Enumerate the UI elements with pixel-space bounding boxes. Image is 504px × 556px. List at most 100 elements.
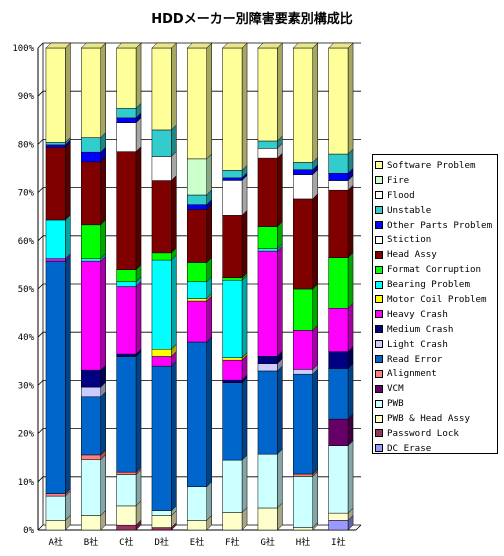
legend-item: Heavy Crash <box>375 307 495 322</box>
bar-segment <box>328 351 349 369</box>
bar-segment <box>116 505 137 526</box>
bar-segment <box>293 47 313 163</box>
bar-segment-side <box>277 448 283 509</box>
bar-top <box>222 42 248 49</box>
bar-segment-side <box>171 254 177 350</box>
bar-segment-side <box>312 368 318 475</box>
legend-swatch <box>375 235 383 244</box>
legend-item: Bearing Problem <box>375 277 495 292</box>
bar-segment <box>257 453 278 509</box>
bar-segment <box>81 459 101 516</box>
bar-segment <box>293 198 313 290</box>
bar-segment-side <box>100 255 106 371</box>
bar-segment <box>257 250 278 357</box>
bar-segment-side <box>241 454 248 514</box>
bar-segment <box>257 370 278 455</box>
legend-item: VCM <box>375 381 495 396</box>
bar-segment-side <box>312 283 318 331</box>
bar-top <box>186 42 213 49</box>
legend-item: Stiction <box>375 232 495 247</box>
bar-segment <box>45 258 66 262</box>
bar-segment <box>187 300 207 343</box>
bar-segment-side <box>347 42 354 155</box>
bar-segment-side <box>135 350 142 473</box>
x-tick-label: A社 <box>48 536 62 548</box>
bar-segment <box>293 288 313 331</box>
bar-segment <box>116 474 137 507</box>
bar-segment-side <box>277 42 283 142</box>
y-tick-label: 80% <box>18 140 35 150</box>
gridline-diag <box>37 187 44 193</box>
y-tick-label: 50% <box>18 285 35 295</box>
legend-label: Flood <box>387 189 415 201</box>
legend-swatch <box>375 250 383 259</box>
bar-segment <box>116 356 137 473</box>
bar-segment <box>116 269 137 283</box>
legend-label: PWB <box>387 398 404 410</box>
bar-segment <box>328 445 349 514</box>
bar-segment <box>257 248 278 252</box>
bar-segment <box>81 224 101 259</box>
bar-segment <box>187 209 207 263</box>
bar-segment <box>151 365 172 511</box>
bar-segment <box>222 180 243 216</box>
bar-segment <box>328 257 349 309</box>
legend-swatch <box>375 414 383 423</box>
legend-label: Heavy Crash <box>387 308 448 320</box>
y-tick-label: 90% <box>18 92 35 102</box>
bar-segment <box>222 459 243 513</box>
bar-segment-side <box>65 141 71 221</box>
legend-swatch <box>375 325 383 334</box>
bar-segment <box>116 471 137 475</box>
legend-swatch <box>375 399 383 408</box>
bar-segment <box>257 140 278 149</box>
bar-top <box>80 42 107 49</box>
x-tick-label: I社 <box>331 536 345 548</box>
chart-title: HDDメーカー別障害要素別構成比 <box>151 12 353 27</box>
legend-item: Software Problem <box>375 158 495 173</box>
legend-label: Bearing Problem <box>387 279 470 291</box>
bar-segment-side <box>206 42 212 160</box>
gridline-diag <box>37 331 44 338</box>
bar-segment <box>45 520 66 531</box>
bar-segment <box>293 473 313 477</box>
bar-segment <box>151 259 172 350</box>
bar-segment <box>328 368 349 420</box>
bar-segment <box>81 151 101 163</box>
legend-label: Head Assy <box>387 249 437 261</box>
x-tick-label: B社 <box>84 536 98 548</box>
bar-segment-side <box>65 42 71 144</box>
legend-label: Other Parts Problem <box>387 219 493 231</box>
bar-segment <box>222 382 243 461</box>
legend-label: Stiction <box>387 234 432 246</box>
bar-segment <box>81 161 101 226</box>
legend-item: Other Parts Problem <box>375 218 495 233</box>
legend-swatch <box>375 384 383 393</box>
bar-segment-side <box>277 152 283 228</box>
y-tick-label: 100% <box>12 44 34 54</box>
legend-item: Motor Coil Problem <box>375 292 495 307</box>
bar-segment-side <box>100 156 106 226</box>
bar-segment <box>45 47 66 143</box>
bar-segment-side <box>171 360 177 512</box>
legend-swatch <box>375 355 383 364</box>
bar-segment <box>81 258 101 262</box>
bar-top <box>151 42 177 49</box>
bar-segment <box>81 454 101 461</box>
bar-segment <box>222 215 243 279</box>
legend-item: Medium Crash <box>375 322 495 337</box>
legend-item: DC Erase <box>375 441 495 456</box>
bar-segment <box>293 174 313 200</box>
bar-segment <box>81 396 101 456</box>
legend-item: Read Error <box>375 352 495 367</box>
bar-segment <box>187 204 207 210</box>
bar-segment-side <box>135 146 142 271</box>
gridline-diag <box>37 476 44 483</box>
bar-segment <box>116 524 137 531</box>
y-tick-label: 0% <box>23 526 34 536</box>
bar-segment-side <box>135 280 142 355</box>
bar-segment <box>222 512 243 531</box>
bar-segment-side <box>206 295 212 343</box>
bar-segment <box>187 262 207 283</box>
bar-segment <box>151 156 172 181</box>
